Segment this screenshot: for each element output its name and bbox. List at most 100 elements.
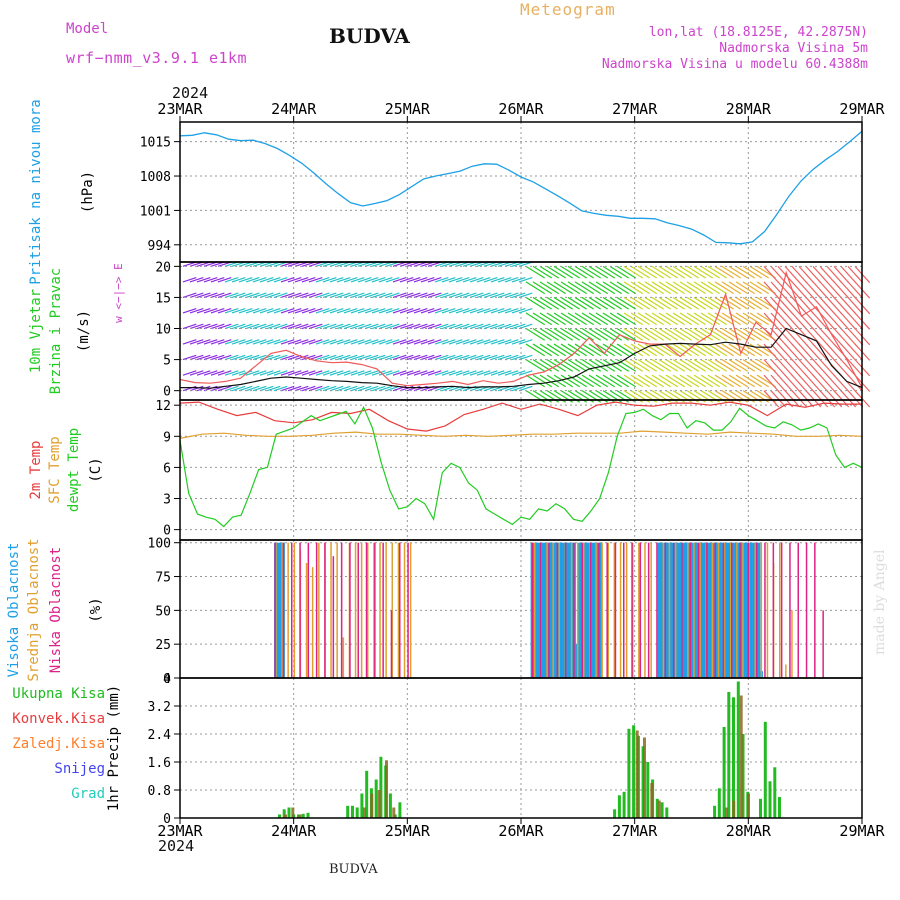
- wind-barb: [217, 354, 232, 361]
- wind-barb: [798, 390, 815, 408]
- cloud-bar-0: [720, 542, 724, 678]
- wind-barb: [350, 292, 365, 299]
- wind-barb: [721, 328, 742, 341]
- wind-barb: [455, 277, 470, 283]
- cloud-bar-1: [607, 542, 609, 678]
- precip-legend-item: Zaledj.Kisa: [12, 736, 105, 752]
- wind-barb: [210, 339, 225, 345]
- wind-barb: [231, 339, 246, 345]
- precip-total-bar: [306, 812, 310, 819]
- precip-total-bar: [613, 809, 617, 819]
- temp-2m-line: [179, 401, 862, 432]
- precip-total-bar: [727, 692, 731, 818]
- wind-barb: [749, 296, 770, 310]
- wind-barb: [378, 370, 393, 376]
- wind-barb: [700, 374, 721, 388]
- wind-barb: [735, 265, 756, 279]
- wind-barb: [763, 390, 780, 408]
- wind-barb: [182, 323, 197, 330]
- wind-barb: [210, 370, 225, 376]
- wind-barb: [434, 308, 449, 314]
- wind-barb: [357, 308, 372, 314]
- wind-barb: [266, 277, 281, 283]
- wind-barb: [623, 281, 644, 295]
- wind-barb: [637, 296, 658, 310]
- wind-barb: [294, 277, 309, 283]
- wind-barb: [812, 312, 829, 330]
- wind-barb: [707, 312, 728, 326]
- wind-barb: [525, 265, 546, 279]
- wind-barb: [777, 312, 794, 330]
- wind-barb: [203, 308, 218, 314]
- wind-barb: [196, 323, 211, 330]
- wind-barb: [609, 343, 630, 357]
- wind-barb: [441, 277, 456, 283]
- cloud-bar-1: [403, 542, 406, 678]
- precip-conv-bar: [747, 793, 750, 818]
- wind-barb: [679, 328, 700, 341]
- cloud-title-low: Niska Oblacnost: [48, 547, 64, 673]
- temp-ytick-label: 6: [163, 461, 171, 476]
- precip-ytick-label: 3.2: [148, 700, 171, 715]
- wind-barb: [252, 292, 267, 299]
- wind-barb: [406, 277, 421, 283]
- wind-barb: [371, 339, 386, 345]
- wind-barb: [735, 328, 756, 341]
- wind-barb: [280, 292, 295, 299]
- wind-barb: [245, 323, 260, 330]
- wind-barb: [539, 328, 560, 341]
- wind-barb: [693, 328, 714, 341]
- wind-barb: [588, 312, 609, 326]
- wind-barb: [553, 328, 574, 341]
- wind-barb: [490, 354, 505, 361]
- wind-barb: [350, 370, 365, 376]
- wind-barb: [742, 312, 763, 326]
- wind-barb: [364, 277, 379, 283]
- precip-legend-item: Konvek.Kisa: [12, 711, 105, 727]
- wind-barb: [483, 277, 498, 283]
- cloud-ytick-label: 75: [155, 571, 171, 586]
- wind-barb: [371, 323, 386, 330]
- wind-barb: [651, 296, 672, 310]
- precip-total-bar: [287, 807, 291, 818]
- wind-barb: [581, 281, 602, 295]
- wind-barb: [462, 370, 477, 376]
- xtick-label-top: 25MAR: [385, 100, 431, 118]
- wind-barb: [511, 308, 526, 314]
- wind-barb: [658, 328, 679, 341]
- wind-barb: [721, 343, 742, 357]
- wind-barb: [651, 343, 672, 357]
- wind-barb: [238, 323, 253, 330]
- precip-total-bar: [759, 798, 762, 819]
- precip-total-bar: [374, 779, 378, 818]
- wind-barb: [357, 323, 372, 330]
- wind-barb: [294, 385, 309, 392]
- wind-barb: [294, 292, 309, 299]
- wind-barb: [791, 312, 808, 330]
- wind-barb: [315, 292, 330, 299]
- wind-barb: [581, 374, 602, 388]
- wind-barb: [693, 281, 714, 295]
- wind-barb: [343, 308, 358, 314]
- wind-barb: [315, 323, 330, 330]
- cloud-bar-2: [365, 542, 368, 678]
- wind-barb: [812, 265, 829, 284]
- cloud-bar-1: [717, 542, 720, 678]
- wind-barb: [385, 277, 400, 283]
- wind-barb: [301, 339, 316, 345]
- wind-barb: [833, 281, 850, 299]
- wind-barb: [539, 312, 560, 326]
- wind-barb: [826, 390, 843, 408]
- wind-barb: [252, 277, 267, 283]
- cloud-bar-0: [543, 542, 547, 678]
- cloud-bar-1: [711, 542, 714, 678]
- precip-total-bar: [655, 798, 659, 819]
- pressure-ytick-label: 1015: [140, 136, 171, 151]
- cloud-bar-2: [556, 542, 559, 678]
- temp-title-sfc: SFC Temp: [47, 436, 63, 503]
- wind-barb: [364, 323, 379, 330]
- wind-barb: [336, 308, 351, 314]
- wind-barb: [273, 385, 288, 392]
- wind-barb: [392, 292, 407, 299]
- wind-barb: [462, 308, 477, 314]
